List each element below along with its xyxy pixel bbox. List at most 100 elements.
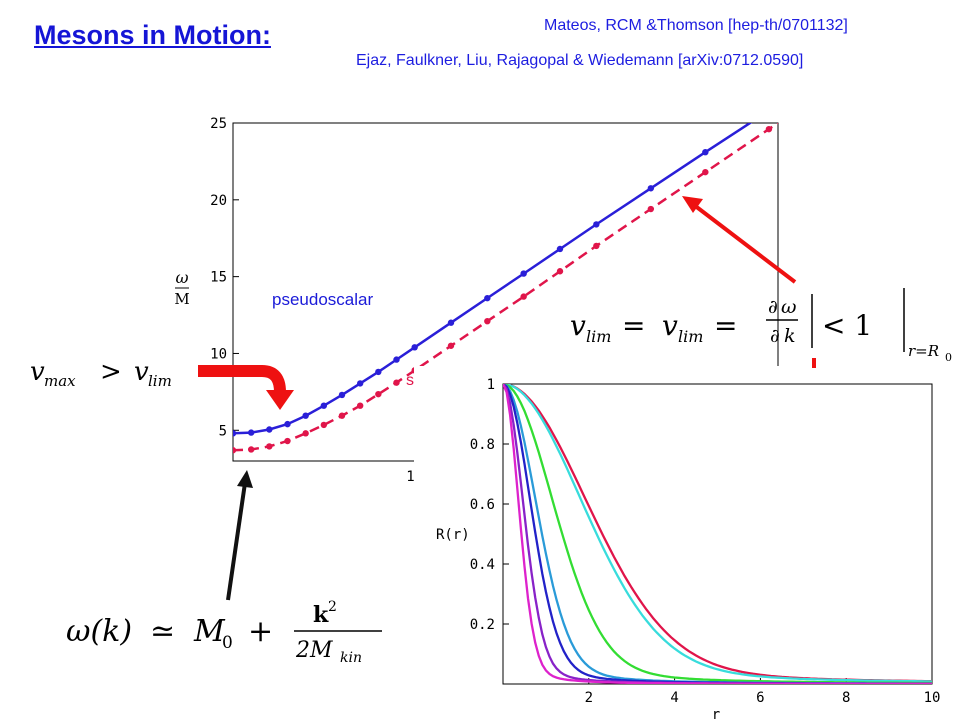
profile-curve-7 <box>503 384 932 684</box>
series-scalar-point <box>520 293 527 300</box>
profile-chart-backdrop <box>414 366 960 720</box>
series-pseudoscalar-point <box>556 245 564 253</box>
profile-curve-2 <box>503 384 932 683</box>
reference-2: Ejaz, Faulkner, Liu, Rajagopal & Wiedema… <box>356 52 804 69</box>
series-pseudoscalar-point <box>302 412 309 419</box>
red-mark <box>812 358 816 368</box>
red-arrow-right-head <box>682 196 703 213</box>
chart2-ytick-label: 1 <box>487 377 495 393</box>
eval-idx: 0 <box>945 351 952 364</box>
chart1-ytick-label: 15 <box>210 270 227 286</box>
series-scalar-point <box>647 205 655 213</box>
chart2-ytick-label: 0.8 <box>470 437 495 453</box>
series-pseudoscalar-line <box>233 123 753 435</box>
series-pseudoscalar-point <box>284 420 291 428</box>
series-scalar-point <box>375 390 382 398</box>
series-pseudoscalar-point <box>702 148 709 156</box>
chart2-xtick-label: 6 <box>756 690 764 706</box>
less-than-one: < 1 <box>822 309 872 342</box>
series-scalar-point <box>556 268 564 275</box>
vlim-eq1: = <box>622 309 645 342</box>
vlim-rhs-v: v <box>662 309 678 342</box>
disp-den: 2M <box>295 638 333 663</box>
series-scalar-point <box>702 168 709 176</box>
chart2-xtick-label: 2 <box>585 690 593 706</box>
chart2-ytick-label: 0.2 <box>470 617 495 633</box>
disp-den-sub: kin <box>340 650 362 666</box>
red-arrow-right <box>692 203 797 284</box>
series-scalar-point <box>393 379 400 386</box>
series-pseudoscalar-point <box>593 221 600 228</box>
chart1-ylabel-den: M <box>174 290 189 308</box>
chart1-ytick-label: 20 <box>210 193 227 209</box>
chart1-ytick-label: 25 <box>210 116 227 132</box>
series-pseudoscalar-point <box>266 426 273 433</box>
series-pseudoscalar-point <box>247 429 255 436</box>
eval-sub: r=R <box>908 342 939 360</box>
disp-num-exp: 2 <box>328 599 337 615</box>
series-scalar-point <box>266 443 273 450</box>
red-curved-arrow-head <box>266 390 294 410</box>
disp-lhs: ω(k) <box>66 614 132 649</box>
vlim-eq2: = <box>714 309 737 342</box>
series-pseudoscalar-point <box>338 391 346 399</box>
series-pseudoscalar-point <box>484 294 491 302</box>
inequality-backdrop <box>810 292 870 342</box>
series-pseudoscalar-point <box>233 430 237 437</box>
vlim-sub: lim <box>148 372 172 390</box>
series-scalar-point <box>233 447 237 454</box>
profile-chart: 0.2 0.4 0.6 0.8 1 2 4 6 8 10 R(r) r <box>414 366 960 720</box>
chart2-xtick-label: 4 <box>670 690 678 706</box>
partial-bottom: ∂ <box>770 325 780 347</box>
series-scalar-point <box>284 437 291 445</box>
scalar-label: s <box>406 372 414 389</box>
disp-plus: + <box>248 614 273 649</box>
series-pseudoscalar-point <box>766 108 772 114</box>
vlim-lhs-sub: lim <box>586 327 611 346</box>
vlim-lhs-v: v <box>570 309 586 342</box>
disp-num: k <box>313 602 329 628</box>
series-scalar-point <box>247 446 255 453</box>
series-scalar-point <box>866 58 872 64</box>
chart1-ytick-label: 10 <box>210 346 227 362</box>
series-scalar-point <box>593 242 600 250</box>
series-scalar-point <box>765 125 773 133</box>
vlim-v: v <box>134 357 149 387</box>
series-pseudoscalar-point <box>866 38 872 44</box>
series-pseudoscalar-point <box>356 380 364 387</box>
series-pseudoscalar-point <box>320 402 328 409</box>
series-scalar-point <box>302 430 309 437</box>
series-pseudoscalar-point <box>647 185 655 192</box>
chart1-ytick-label: 5 <box>219 423 227 439</box>
chart2-xlabel: r <box>712 707 720 720</box>
vmax-sub: max <box>44 372 76 390</box>
black-arrow <box>226 482 247 601</box>
red-curved-arrow <box>198 365 286 393</box>
series-scalar-point <box>320 421 328 429</box>
reference-1: Mateos, RCM &Thomson [hep-th/0701132] <box>544 17 848 34</box>
disp-sim: ≃ <box>150 614 175 649</box>
series-scalar-point <box>356 402 364 409</box>
dispersion-formula: ω(k) ≃ M 0 + k 2 2M kin <box>66 599 382 666</box>
pseudoscalar-label: pseudoscalar <box>272 290 373 309</box>
vlim-formula: v lim = v lim = ∂ ω ∂ k < 1 r=R 0 <box>570 288 952 368</box>
series-pseudoscalar-point <box>411 344 418 351</box>
series-pseudoscalar-point <box>447 319 455 326</box>
vlim-rhs-sub: lim <box>678 327 703 346</box>
series-pseudoscalar-point <box>520 270 527 277</box>
chart2-ytick-label: 0.4 <box>470 557 495 573</box>
chart2-ytick-label: 0.6 <box>470 497 495 513</box>
chart1-ylabel-num: ω <box>175 268 188 287</box>
disp-M: M <box>193 614 226 649</box>
black-arrow-head <box>237 470 253 488</box>
chart2-xtick-label: 8 <box>842 690 850 706</box>
chart2-xtick-label: 10 <box>924 690 941 706</box>
disp-M-sub: 0 <box>222 633 233 653</box>
series-pseudoscalar-point <box>375 368 382 376</box>
vmax-rel: > <box>100 357 122 387</box>
vmax-v: v <box>30 357 45 387</box>
partial-top: ∂ <box>768 296 778 318</box>
chart2-ylabel: R(r) <box>436 527 470 543</box>
